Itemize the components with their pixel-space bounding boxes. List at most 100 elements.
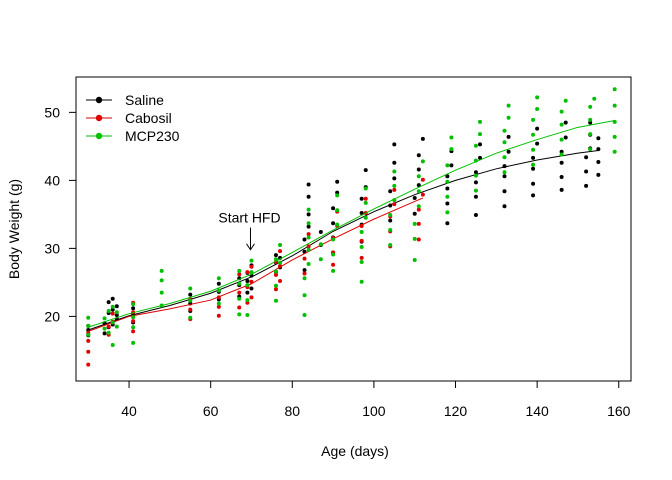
cabosil-point <box>86 349 91 354</box>
y-axis: 20 30 40 50 <box>44 104 77 324</box>
saline-point <box>216 281 221 286</box>
mcp230-point <box>445 194 450 199</box>
saline-point <box>445 174 450 179</box>
mcp230-point <box>592 96 597 101</box>
saline-point <box>596 172 601 177</box>
mcp230-point <box>318 257 323 262</box>
mcp230-point <box>188 315 193 320</box>
y-tick-label: 50 <box>44 104 60 120</box>
mcp230-point <box>416 174 421 179</box>
mcp230-point <box>188 286 193 291</box>
cabosil-point <box>359 238 364 243</box>
mcp230-point <box>159 290 164 295</box>
mcp230-point <box>392 183 397 188</box>
mcp230-point <box>502 170 507 175</box>
saline-point <box>416 153 421 158</box>
mcp230-point <box>535 106 540 111</box>
saline-point <box>306 194 311 199</box>
mcp230-point <box>612 149 617 154</box>
saline-point <box>445 186 450 191</box>
saline-point <box>306 212 311 217</box>
cabosil-point <box>216 313 221 318</box>
saline-point <box>335 179 340 184</box>
mcp230-point <box>131 340 136 345</box>
cabosil-point <box>420 192 425 197</box>
cabosil-point <box>110 311 115 316</box>
saline-point <box>331 206 336 211</box>
saline-point <box>563 135 568 140</box>
mcp230-point <box>110 342 115 347</box>
cabosil-point <box>302 256 307 261</box>
mcp230-point <box>86 315 91 320</box>
saline-point <box>412 211 417 216</box>
saline-point <box>302 268 307 273</box>
saline-point <box>473 180 478 185</box>
saline-point <box>114 304 119 309</box>
saline-point <box>535 141 540 146</box>
saline-point <box>478 142 483 147</box>
mcp230-point <box>612 103 617 108</box>
saline-point <box>506 149 511 154</box>
mcp230-point <box>335 208 340 213</box>
cabosil-point <box>416 237 421 242</box>
mcp230-point <box>392 169 397 174</box>
mcp230-point <box>245 313 250 318</box>
mcp230-point <box>506 103 511 108</box>
x-tick-label: 100 <box>362 403 386 419</box>
cabosil-point <box>188 307 193 312</box>
mcp230-point <box>445 163 450 168</box>
cabosil-point <box>420 177 425 182</box>
legend: Saline Cabosil MCP230 <box>86 92 180 144</box>
saline-point <box>306 182 311 187</box>
saline-point <box>392 142 397 147</box>
saline-point <box>445 201 450 206</box>
saline-point <box>412 196 417 201</box>
saline-point <box>249 286 254 291</box>
saline-point <box>363 168 368 173</box>
cabosil-point <box>131 319 136 324</box>
y-axis-label: Body Weight (g) <box>6 179 22 279</box>
mcp230-point <box>531 162 536 167</box>
saline-point <box>584 169 589 174</box>
mcp230-point <box>588 104 593 109</box>
cabosil-point <box>359 255 364 260</box>
mcp230-point <box>502 140 507 145</box>
saline-point <box>302 237 307 242</box>
legend-swatch-point <box>95 114 103 122</box>
cabosil-point <box>245 270 250 275</box>
cabosil-point <box>302 271 307 276</box>
y-tick-label: 20 <box>44 308 60 324</box>
mcp230-point <box>559 109 564 114</box>
mcp230-point <box>237 312 242 317</box>
cabosil-point <box>216 304 221 309</box>
start-hfd-arrowhead <box>246 243 255 251</box>
mcp230-point <box>331 268 336 273</box>
mcp230-point <box>612 87 617 92</box>
mcp230-point <box>273 283 278 288</box>
cabosil-trend-line <box>88 197 424 332</box>
cabosil-point <box>237 272 242 277</box>
mcp230-point <box>478 119 483 124</box>
mcp230-point <box>249 258 254 263</box>
x-tick-label: 40 <box>121 403 137 419</box>
saline-point <box>531 166 536 171</box>
mcp230-point <box>506 115 511 120</box>
mcp230-point <box>237 281 242 286</box>
saline-point <box>188 292 193 297</box>
cabosil-point <box>331 262 336 267</box>
x-tick-label: 80 <box>284 403 300 419</box>
cabosil-point <box>86 338 91 343</box>
mcp230-point <box>278 242 283 247</box>
cabosil-point <box>278 249 283 254</box>
mcp230-point <box>473 143 478 148</box>
cabosil-point <box>237 290 242 295</box>
saline-point <box>331 221 336 226</box>
mcp230-point <box>588 132 593 137</box>
cabosil-point <box>273 287 278 292</box>
saline-point <box>596 160 601 165</box>
mcp230-point <box>473 173 478 178</box>
mcp230-trend-line <box>88 120 615 328</box>
legend-item-saline: Saline <box>86 92 164 108</box>
saline-point <box>445 221 450 226</box>
mcp230-point <box>412 221 417 226</box>
